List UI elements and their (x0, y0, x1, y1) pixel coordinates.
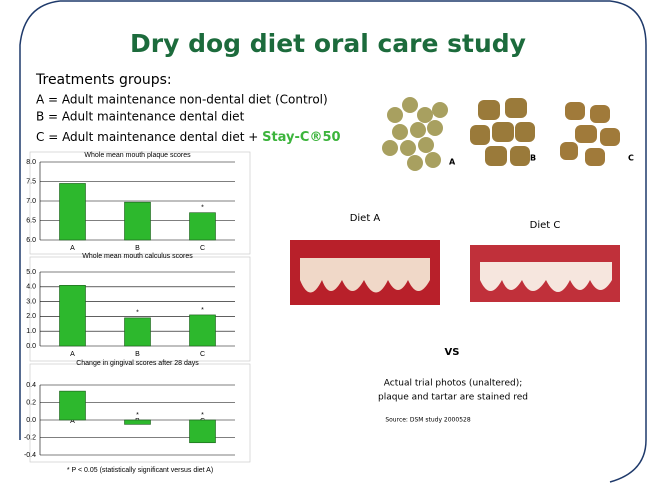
y-tick-label: 0.2 (26, 399, 36, 406)
significance-mark: * (136, 310, 139, 317)
x-tick-label: C (200, 245, 205, 252)
photo-caption: Actual trial photos (unaltered); (384, 379, 522, 389)
photo-caption: plaque and tartar are stained red (378, 393, 528, 403)
bar (60, 285, 86, 346)
y-tick-label: 6.0 (26, 237, 36, 244)
bar (190, 420, 216, 443)
y-tick-label: 3.0 (26, 298, 36, 305)
y-tick-label: 2.0 (26, 313, 36, 320)
y-tick-label: -0.2 (24, 434, 36, 441)
treatment-line: B = Adult maintenance dental diet (36, 110, 245, 124)
photo-label: Diet A (350, 213, 381, 224)
bar (125, 202, 151, 240)
bar (190, 213, 216, 240)
teeth-photo (290, 240, 620, 305)
kibble-label: A (449, 158, 456, 167)
chart-title: Whole mean mouth calculus scores (82, 253, 193, 260)
bar (190, 315, 216, 346)
significance-mark: * (136, 412, 139, 419)
footnote: * P < 0.05 (statistically significant ve… (67, 467, 213, 474)
chart-title: Whole mean mouth plaque scores (84, 152, 191, 159)
bar (60, 391, 86, 420)
y-tick-label: 7.0 (26, 198, 36, 205)
y-tick-label: 0.4 (26, 382, 36, 389)
y-tick-label: 1.0 (26, 328, 36, 335)
bar (60, 183, 86, 240)
bar (125, 318, 151, 346)
y-tick-label: 6.5 (26, 217, 36, 224)
y-tick-label: 0.0 (26, 417, 36, 424)
kibble-label: C (628, 154, 634, 163)
kibble-label: B (530, 154, 536, 163)
y-tick-label: 5.0 (26, 269, 36, 276)
significance-mark: * (201, 205, 204, 212)
y-tick-label: -0.4 (24, 452, 36, 459)
treatment-line: A = Adult maintenance non-dental diet (C… (36, 93, 328, 107)
x-tick-label: B (135, 351, 140, 358)
y-tick-label: 4.0 (26, 284, 36, 291)
vs-label: VS (445, 347, 460, 358)
source-note: Source: DSM study 2000528 (385, 417, 471, 424)
x-tick-label: C (200, 351, 205, 358)
bar (125, 420, 151, 424)
x-tick-label: A (70, 351, 75, 358)
chart-title: Change in gingival scores after 28 days (76, 360, 199, 367)
treatment-line: C = Adult maintenance dental diet + Stay… (36, 130, 341, 145)
slide: Dry dog diet oral care study Treatments … (0, 0, 656, 485)
photo-label: Diet C (530, 220, 561, 231)
x-tick-label: B (135, 245, 140, 252)
treatment-line: C = Adult maintenance dental diet + (36, 130, 262, 144)
x-tick-label: A (70, 245, 75, 252)
product-name: Stay-C®50 (262, 130, 340, 145)
significance-mark: * (201, 412, 204, 419)
y-tick-label: 8.0 (26, 159, 36, 166)
slide-title: Dry dog diet oral care study (130, 29, 526, 58)
y-tick-label: 0.0 (26, 343, 36, 350)
y-tick-label: 7.5 (26, 178, 36, 185)
significance-mark: * (201, 307, 204, 314)
treatments-heading: Treatments groups: (35, 72, 172, 88)
kibble-photo (382, 97, 620, 171)
